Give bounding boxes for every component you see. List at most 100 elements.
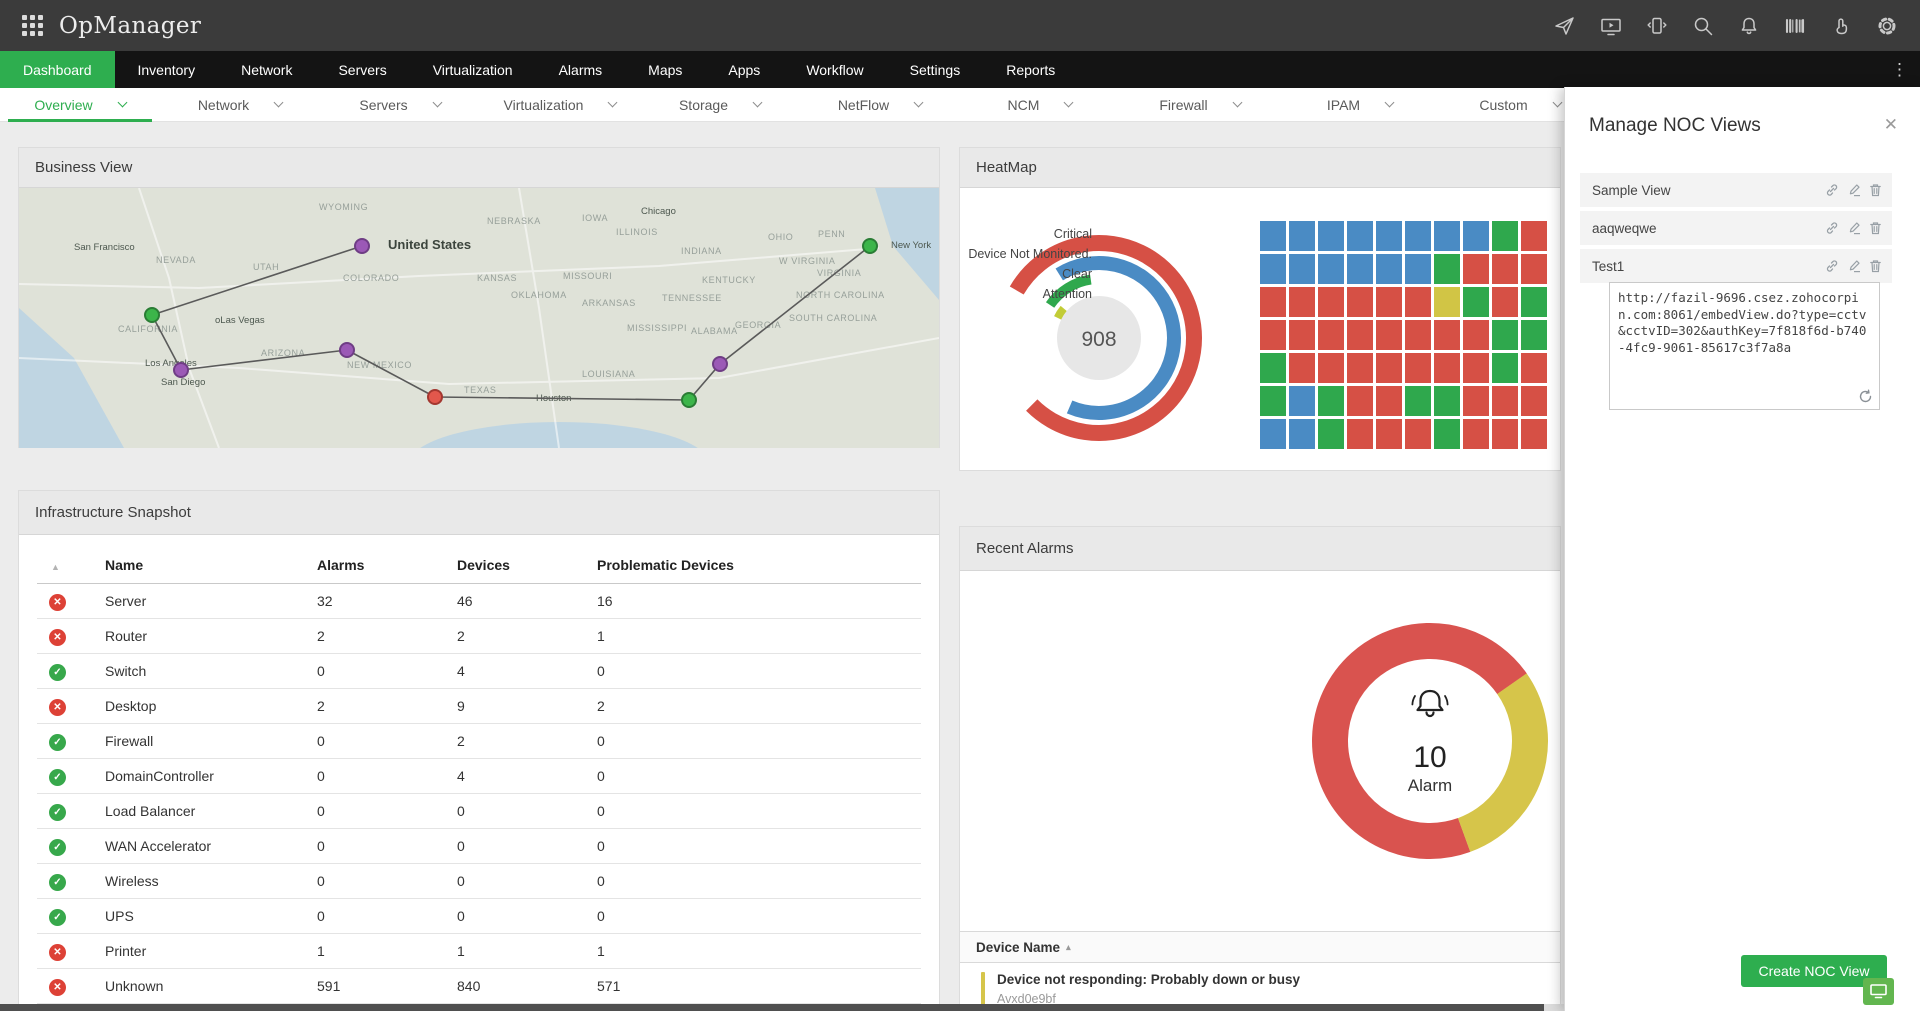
heatmap-cell[interactable] bbox=[1260, 287, 1286, 317]
heatmap-cell[interactable] bbox=[1376, 254, 1402, 284]
heatmap-cell[interactable] bbox=[1318, 386, 1344, 416]
table-row-ups[interactable]: ✓ UPS 0 0 0 bbox=[37, 898, 921, 934]
heatmap-cell[interactable] bbox=[1289, 386, 1315, 416]
heatmap-cell[interactable] bbox=[1376, 287, 1402, 317]
heatmap-cell[interactable] bbox=[1347, 287, 1373, 317]
heatmap-cell[interactable] bbox=[1521, 287, 1547, 317]
noc-view-row-sample-view[interactable]: Sample View bbox=[1580, 173, 1892, 207]
heatmap-cell[interactable] bbox=[1318, 353, 1344, 383]
noc-embed-url-box[interactable]: http://fazil-9696.csez.zohocorpin.com:80… bbox=[1609, 282, 1880, 410]
settings-gear-icon[interactable] bbox=[1876, 15, 1898, 37]
table-row-domaincontroller[interactable]: ✓ DomainController 0 4 0 bbox=[37, 758, 921, 794]
sort-asc-icon[interactable]: ▲ bbox=[51, 562, 60, 572]
horizontal-scrollbar[interactable] bbox=[0, 1004, 1544, 1011]
map-node-purple[interactable] bbox=[173, 362, 189, 378]
heatmap-cell[interactable] bbox=[1318, 221, 1344, 251]
map-node-purple[interactable] bbox=[712, 356, 728, 372]
edit-icon[interactable] bbox=[1847, 259, 1861, 273]
nav-item-maps[interactable]: Maps bbox=[648, 61, 683, 78]
table-row-printer[interactable]: ✕ Printer 1 1 1 bbox=[37, 933, 921, 969]
heatmap-cell[interactable] bbox=[1405, 320, 1431, 350]
map-node-green[interactable] bbox=[862, 238, 878, 254]
map-node-red[interactable] bbox=[427, 389, 443, 405]
noc-view-row-test1[interactable]: Test1 bbox=[1580, 249, 1892, 283]
heatmap-cell[interactable] bbox=[1492, 287, 1518, 317]
table-row-desktop[interactable]: ✕ Desktop 2 9 2 bbox=[37, 688, 921, 724]
subnav-item-custom[interactable]: Custom bbox=[1440, 88, 1600, 121]
nav-item-dashboard[interactable]: Dashboard bbox=[0, 51, 115, 88]
heatmap-cell[interactable] bbox=[1289, 254, 1315, 284]
nav-overflow-icon[interactable]: ⋮ bbox=[1891, 59, 1908, 79]
heatmap-cell[interactable] bbox=[1318, 287, 1344, 317]
heatmap-cell[interactable] bbox=[1347, 221, 1373, 251]
col-header-problematic[interactable]: Problematic Devices bbox=[597, 547, 921, 584]
heatmap-cell[interactable] bbox=[1463, 320, 1489, 350]
nav-item-reports[interactable]: Reports bbox=[1006, 61, 1056, 78]
subnav-item-ncm[interactable]: NCM bbox=[960, 88, 1120, 121]
nav-item-virtualization[interactable]: Virtualization bbox=[432, 61, 513, 78]
device-sync-icon[interactable] bbox=[1646, 15, 1668, 37]
heatmap-cell[interactable] bbox=[1405, 221, 1431, 251]
heatmap-cell[interactable] bbox=[1405, 353, 1431, 383]
noc-view-row-aaqweqwe[interactable]: aaqweqwe bbox=[1580, 211, 1892, 245]
heatmap-cell[interactable] bbox=[1434, 353, 1460, 383]
heatmap-cell[interactable] bbox=[1434, 320, 1460, 350]
heatmap-cell[interactable] bbox=[1376, 386, 1402, 416]
screen-cast-icon[interactable] bbox=[1600, 15, 1622, 37]
search-icon[interactable] bbox=[1692, 15, 1714, 37]
heatmap-cell[interactable] bbox=[1434, 386, 1460, 416]
create-noc-view-button[interactable]: Create NOC View bbox=[1741, 955, 1887, 987]
table-row-server[interactable]: ✕ Server 32 46 16 bbox=[37, 583, 921, 619]
edit-icon[interactable] bbox=[1847, 183, 1861, 197]
heatmap-cell[interactable] bbox=[1347, 386, 1373, 416]
app-launcher-icon[interactable] bbox=[22, 15, 43, 36]
map-node-green[interactable] bbox=[144, 307, 160, 323]
table-row-router[interactable]: ✕ Router 2 2 1 bbox=[37, 618, 921, 654]
heatmap-cell[interactable] bbox=[1260, 386, 1286, 416]
trash-icon[interactable] bbox=[1869, 183, 1882, 197]
map-node-purple[interactable] bbox=[339, 342, 355, 358]
alarm-list-item[interactable]: Device not responding: Probably down or … bbox=[960, 964, 1560, 1011]
subnav-item-firewall[interactable]: Firewall bbox=[1120, 88, 1280, 121]
subnav-item-ipam[interactable]: IPAM bbox=[1280, 88, 1440, 121]
heatmap-cell[interactable] bbox=[1405, 386, 1431, 416]
heatmap-cell[interactable] bbox=[1289, 221, 1315, 251]
heatmap-cell[interactable] bbox=[1463, 419, 1489, 449]
link-icon[interactable] bbox=[1825, 183, 1839, 197]
nav-item-alarms[interactable]: Alarms bbox=[558, 61, 603, 78]
trash-icon[interactable] bbox=[1869, 259, 1882, 273]
barcode-icon[interactable] bbox=[1784, 15, 1806, 37]
heatmap-cell[interactable] bbox=[1463, 353, 1489, 383]
heatmap-cell[interactable] bbox=[1318, 320, 1344, 350]
heatmap-cell[interactable] bbox=[1492, 353, 1518, 383]
heatmap-cell[interactable] bbox=[1492, 320, 1518, 350]
subnav-item-netflow[interactable]: NetFlow bbox=[800, 88, 960, 121]
heatmap-cell[interactable] bbox=[1347, 320, 1373, 350]
nav-item-network[interactable]: Network bbox=[241, 61, 293, 78]
link-icon[interactable] bbox=[1825, 259, 1839, 273]
heatmap-cell[interactable] bbox=[1463, 221, 1489, 251]
nav-item-settings[interactable]: Settings bbox=[909, 61, 961, 78]
heatmap-cell[interactable] bbox=[1260, 320, 1286, 350]
alarm-donut-svg[interactable]: 10 Alarm bbox=[1310, 621, 1550, 861]
heatmap-cell[interactable] bbox=[1376, 419, 1402, 449]
col-header-alarms[interactable]: Alarms bbox=[317, 547, 457, 584]
heatmap-cell[interactable] bbox=[1463, 386, 1489, 416]
business-view-map[interactable]: United States NEVADA UTAH COLORADO WYOMING NE… bbox=[19, 188, 939, 448]
heatmap-cell[interactable] bbox=[1521, 320, 1547, 350]
heatmap-cell[interactable] bbox=[1260, 254, 1286, 284]
heatmap-cell[interactable] bbox=[1463, 254, 1489, 284]
heatmap-cell[interactable] bbox=[1376, 221, 1402, 251]
heatmap-cell[interactable] bbox=[1405, 287, 1431, 317]
table-row-load-balancer[interactable]: ✓ Load Balancer 0 0 0 bbox=[37, 793, 921, 829]
heatmap-cell[interactable] bbox=[1260, 221, 1286, 251]
nav-item-servers[interactable]: Servers bbox=[338, 61, 387, 78]
table-row-unknown[interactable]: ✕ Unknown 591 840 571 bbox=[37, 968, 921, 1004]
table-row-switch[interactable]: ✓ Switch 0 4 0 bbox=[37, 653, 921, 689]
heatmap-cell[interactable] bbox=[1376, 353, 1402, 383]
heatmap-cell[interactable] bbox=[1347, 254, 1373, 284]
heatmap-cell[interactable] bbox=[1492, 386, 1518, 416]
close-icon[interactable]: ✕ bbox=[1883, 115, 1898, 134]
heatmap-cell[interactable] bbox=[1347, 419, 1373, 449]
heatmap-cell[interactable] bbox=[1318, 419, 1344, 449]
